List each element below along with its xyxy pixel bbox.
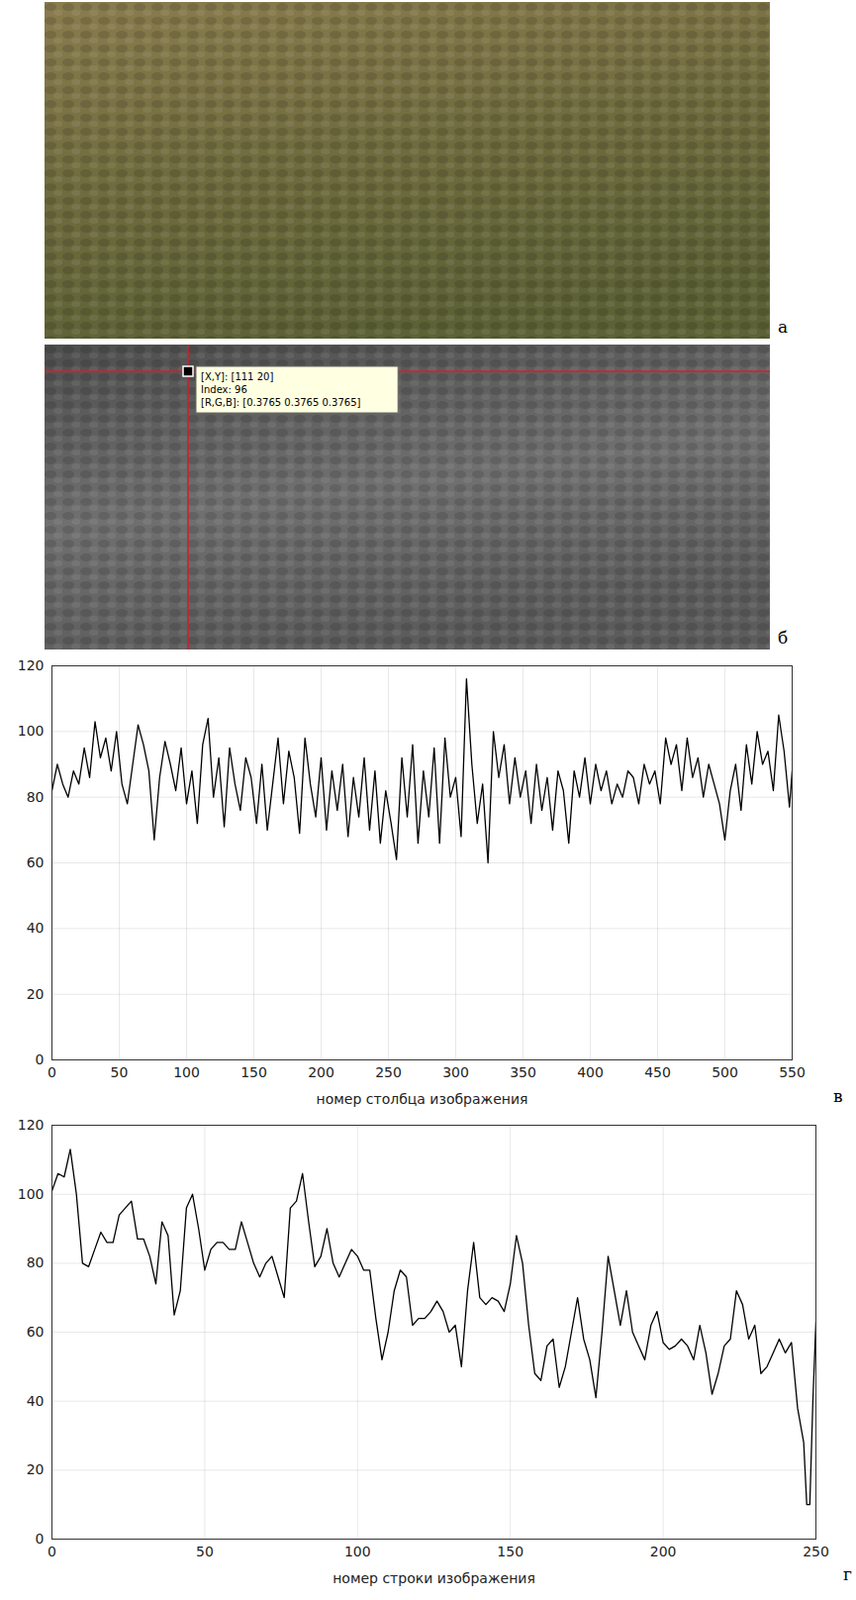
svg-text:250: 250 [375,1063,402,1080]
svg-text:200: 200 [650,1542,677,1559]
svg-text:250: 250 [802,1542,830,1559]
html-text:г: г [843,1563,852,1584]
svg-text:350: 350 [509,1063,537,1080]
svg-text:0: 0 [47,1542,57,1559]
svg-text:150: 150 [240,1063,268,1080]
svg-text:0: 0 [47,1063,57,1080]
html-text:б: б [777,627,789,648]
svg-text:50: 50 [195,1542,214,1559]
svg-text:80: 80 [26,1253,45,1270]
svg-text:[X,Y]: [111 20]: [X,Y]: [111 20] [200,371,274,382]
svg-text:500: 500 [711,1063,739,1080]
svg-text:50: 50 [110,1063,129,1080]
svg-text:100: 100 [17,722,45,739]
svg-text:120: 120 [17,1116,45,1133]
svg-text:40: 40 [26,1392,45,1409]
svg-text:120: 120 [17,657,45,673]
svg-text:20: 20 [26,1460,45,1477]
svg-text:450: 450 [644,1063,671,1080]
svg-text:100: 100 [17,1185,45,1202]
svg-text:200: 200 [307,1063,335,1080]
svg-text:100: 100 [344,1542,372,1559]
svg-text:300: 300 [442,1063,470,1080]
svg-text:[R,G,B]: [0.3765 0.3765 0.3765: [R,G,B]: [0.3765 0.3765 0.3765] [200,396,361,408]
svg-text:100: 100 [173,1063,200,1080]
html-text:а: а [777,316,788,337]
svg-text:Index: 96: Index: 96 [200,383,248,395]
svg-text:40: 40 [26,919,45,936]
svg-text:номер строки изображения: номер строки изображения [332,1569,536,1586]
svg-text:550: 550 [778,1063,806,1080]
svg-text:0: 0 [35,1050,45,1067]
svg-text:60: 60 [26,854,45,870]
svg-text:150: 150 [496,1542,524,1559]
html-text:в: в [833,1085,843,1106]
svg-text:400: 400 [576,1063,604,1080]
svg-text:номер столбца изображения: номер столбца изображения [316,1090,529,1107]
svg-text:0: 0 [35,1529,45,1546]
svg-text:80: 80 [26,788,45,805]
svg-text:60: 60 [26,1323,45,1339]
svg-text:20: 20 [26,985,45,1002]
